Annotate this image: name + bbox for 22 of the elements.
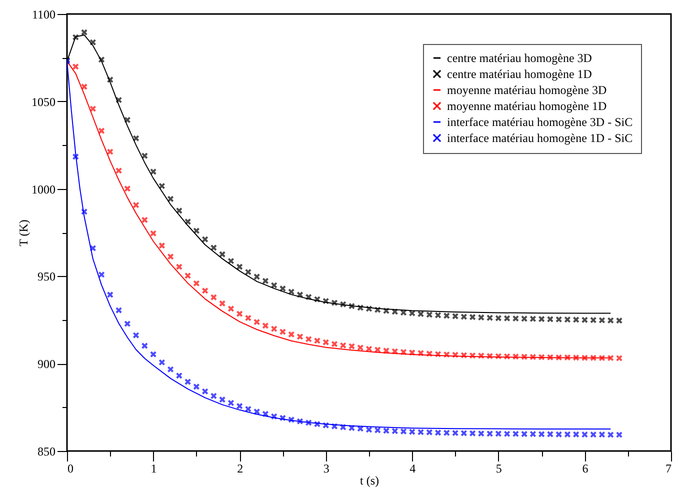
x-tick-label: 6: [582, 462, 588, 476]
x-tick-label: 1: [150, 462, 157, 476]
legend-label: centre matériau homogène 1D: [447, 67, 592, 81]
legend-label: centre matériau homogène 3D: [447, 51, 592, 65]
x-tick-label: 4: [410, 462, 416, 476]
y-tick-label: 1100: [32, 8, 56, 22]
x-tick-label: 0: [68, 462, 74, 476]
y-tick-label: 1050: [32, 94, 56, 109]
legend-label: moyenne matériau homogène 3D: [447, 83, 607, 97]
x-axis-title: t (s): [360, 474, 379, 488]
y-axis-title: T (K): [16, 220, 30, 246]
y-tick-label: 900: [38, 357, 56, 372]
legend-label: interface matériau homogène 1D - SiC: [447, 131, 633, 145]
y-tick-label: 950: [38, 270, 56, 284]
x-tick-label: 2: [237, 462, 244, 476]
y-tick-label: 1000: [32, 182, 56, 196]
x-tick-label: 3: [323, 462, 330, 476]
x-tick-label: 5: [496, 462, 502, 476]
x-tick-label: 7: [666, 462, 672, 476]
legend-label: moyenne matériau homogène 1D: [447, 99, 607, 113]
legend-label: interface matériau homogène 3D - SiC: [447, 115, 633, 129]
y-tick-label: 850: [38, 444, 56, 458]
